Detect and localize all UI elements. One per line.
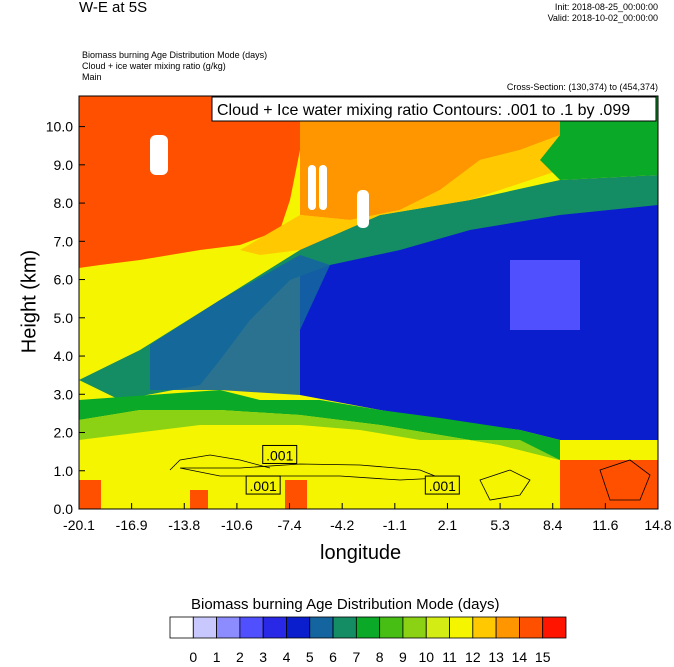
colorbar-swatch (472, 616, 497, 639)
colorbar-swatch (286, 616, 311, 639)
contour-title-box (211, 96, 657, 122)
colorbar-swatch (216, 616, 241, 639)
contour-label-box (424, 475, 460, 495)
y-tick-label: 7.0 (54, 233, 74, 249)
axis-ticks: -20.1 -16.9 -13.8 -10.6 -7.4 -4.2 -1.1 2.1 5.3 8.… (46, 119, 672, 533)
colorbar-label: 15 (535, 649, 551, 665)
heatmap-fill (79, 96, 658, 509)
colorbar-label: 5 (306, 649, 314, 665)
contour-labels: .001 .001 .001 (245, 444, 460, 495)
x-tick-label: -20.1 (63, 517, 95, 533)
x-tick-label: -10.6 (221, 517, 253, 533)
colorbar-title: Biomass burning Age Distribution Mode (d… (191, 596, 500, 613)
colorbar-label: 10 (418, 649, 434, 665)
colorbar-label: 0 (189, 649, 197, 665)
contour-label-box (245, 475, 281, 495)
init-time: Init: 2018-08-25_00:00:00 (554, 2, 658, 12)
valid-time: Valid: 2018-10-02_00:00:00 (547, 13, 658, 23)
field-label-main: Main (82, 72, 102, 82)
x-tick-label: 5.3 (490, 517, 510, 533)
y-tick-label: 9.0 (54, 157, 74, 173)
contour-label: .001 (250, 478, 277, 494)
colorbar-swatch (239, 616, 264, 639)
colorbar-label: 11 (442, 649, 457, 665)
colorbar-label: 14 (512, 649, 528, 665)
contour-title: Cloud + Ice water mixing ratio Contours:… (217, 102, 630, 119)
colorbar-label: 12 (465, 649, 481, 665)
y-tick-label: 3.0 (54, 386, 74, 402)
field-label-age: Biomass burning Age Distribution Mode (d… (82, 50, 268, 60)
x-tick-label: -16.9 (116, 517, 148, 533)
colorbar-swatch (495, 616, 520, 639)
x-tick-label: 11.6 (592, 517, 618, 533)
chart-title: W-E at 5S (79, 0, 148, 16)
x-tick-label: -4.2 (330, 517, 354, 533)
x-tick-label: -1.1 (383, 517, 407, 533)
cross-section-label: Cross-Section: (130,374) to (454,374) (506, 82, 658, 92)
colorbar-label: 13 (488, 649, 504, 665)
x-tick-label: 14.8 (644, 517, 671, 533)
colorbar-swatch (332, 616, 357, 639)
colorbar-swatch (542, 616, 567, 639)
colorbar-swatch (425, 616, 450, 639)
contour-label-box (262, 444, 298, 464)
colorbar-label: 2 (236, 649, 244, 665)
y-tick-label: 8.0 (54, 195, 74, 211)
contour-label: .001 (266, 447, 293, 463)
field-label-cloud: Cloud + ice water mixing ratio (g/kg) (82, 61, 226, 71)
colorbar-label: 6 (329, 649, 337, 665)
y-tick-label: 5.0 (54, 310, 74, 326)
y-tick-label: 4.0 (54, 348, 74, 364)
contour-label: .001 (429, 478, 456, 494)
y-tick-label: 2.0 (54, 425, 74, 441)
colorbar-swatch (379, 616, 404, 639)
colorbar-label: 7 (352, 649, 360, 665)
colorbar-swatch (449, 616, 474, 639)
x-tick-label: -7.4 (277, 517, 301, 533)
y-tick-label: 10.0 (46, 119, 73, 135)
plot-frame (78, 95, 659, 510)
colorbar-label: 8 (376, 649, 384, 665)
colorbar-swatch (169, 616, 194, 639)
colorbar-swatch (262, 616, 287, 639)
x-tick-label: -13.8 (168, 517, 200, 533)
colorbar: 0 1 2 3 4 5 6 7 8 9 10 11 12 13 14 15 (169, 616, 567, 665)
colorbar-label: 4 (283, 649, 291, 665)
y-tick-label: 0.0 (54, 501, 74, 517)
colorbar-swatch (355, 616, 381, 639)
colorbar-label: 3 (259, 649, 267, 665)
colorbar-swatch (192, 616, 217, 639)
colorbar-swatch (402, 616, 427, 639)
y-tick-label: 6.0 (54, 272, 74, 288)
x-tick-label: 2.1 (438, 517, 458, 533)
colorbar-swatch (309, 616, 334, 639)
y-tick-label: 1.0 (54, 463, 74, 479)
x-axis-label: longitude (320, 542, 402, 564)
colorbar-label: 1 (213, 649, 221, 665)
x-tick-label: 8.4 (543, 517, 563, 533)
colorbar-swatch (519, 616, 544, 639)
colorbar-label: 9 (399, 649, 407, 665)
